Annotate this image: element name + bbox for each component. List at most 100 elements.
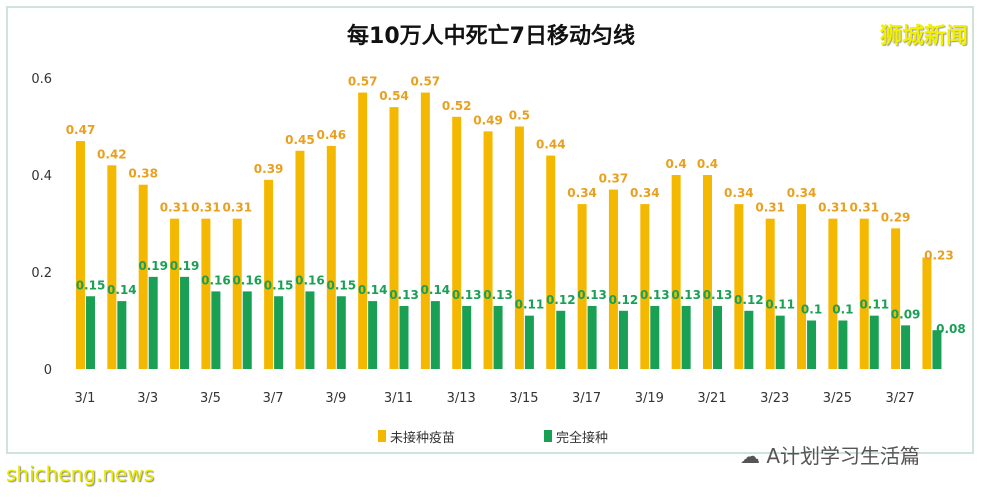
data-label: 0.15 (76, 278, 106, 292)
data-label: 0.13 (671, 288, 701, 302)
legend-swatch (378, 430, 386, 442)
bar-unvaccinated (828, 218, 838, 369)
y-tick-label: 0.2 (31, 266, 52, 281)
x-tick-label: 3/1 (75, 391, 96, 406)
brand-logo: 狮城新闻 (879, 24, 968, 49)
data-label: 0.15 (326, 278, 356, 292)
bar-fully-vaccinated (430, 301, 440, 369)
bar-unvaccinated (514, 126, 524, 369)
chart-frame (6, 6, 974, 454)
bar-fully-vaccinated (117, 301, 127, 369)
bar-unvaccinated (107, 165, 117, 369)
bar-fully-vaccinated (775, 315, 785, 369)
wechat-account: ☁ A计划学习生活篇 (740, 440, 920, 469)
data-label: 0.15 (264, 278, 294, 292)
x-tick-label: 3/7 (263, 391, 284, 406)
data-label: 0.4 (697, 157, 718, 171)
bar-fully-vaccinated (211, 291, 221, 369)
bar-fully-vaccinated (399, 305, 409, 369)
bar-unvaccinated (389, 107, 399, 369)
data-label: 0.31 (849, 201, 879, 215)
bar-unvaccinated (483, 131, 493, 369)
bar-unvaccinated (170, 218, 180, 369)
data-label: 0.14 (421, 283, 451, 297)
bar-unvaccinated (734, 204, 744, 369)
data-label: 0.09 (891, 307, 921, 321)
y-tick-label: 0 (44, 363, 52, 378)
legend-swatch (544, 430, 552, 442)
data-label: 0.13 (640, 288, 670, 302)
data-label: 0.34 (787, 186, 817, 200)
x-tick-label: 3/23 (760, 391, 789, 406)
x-tick-label: 3/15 (509, 391, 538, 406)
bar-unvaccinated (640, 204, 650, 369)
bar-unvaccinated (295, 150, 305, 369)
bar-unvaccinated (420, 92, 430, 370)
wechat-account-name: A计划学习生活篇 (766, 444, 921, 468)
bar-fully-vaccinated (180, 276, 190, 369)
data-label: 0.52 (442, 99, 472, 113)
data-label: 0.34 (567, 186, 597, 200)
x-tick-label: 3/13 (447, 391, 476, 406)
bar-fully-vaccinated (86, 296, 95, 369)
data-label: 0.31 (222, 201, 252, 215)
y-tick-label: 0.4 (31, 169, 52, 184)
bar-unvaccinated (671, 175, 681, 369)
data-label: 0.16 (232, 273, 262, 287)
bar-fully-vaccinated (556, 310, 566, 369)
x-tick-label: 3/27 (885, 391, 914, 406)
data-label: 0.4 (666, 157, 687, 171)
data-label: 0.13 (483, 288, 513, 302)
data-label: 0.1 (801, 303, 822, 317)
bar-unvaccinated (859, 218, 869, 369)
bar-unvaccinated (138, 184, 148, 369)
data-label: 0.13 (389, 288, 419, 302)
bar-fully-vaccinated (838, 320, 848, 369)
data-label: 0.31 (818, 201, 848, 215)
bar-fully-vaccinated (869, 315, 879, 369)
data-label: 0.1 (832, 303, 853, 317)
x-tick-label: 3/25 (823, 391, 852, 406)
bar-unvaccinated (358, 92, 368, 370)
data-label: 0.13 (577, 288, 607, 302)
data-label: 0.47 (66, 123, 96, 137)
bar-fully-vaccinated (462, 305, 472, 369)
x-tick-label: 3/17 (572, 391, 601, 406)
data-label: 0.57 (411, 75, 441, 89)
bar-fully-vaccinated (807, 320, 817, 369)
bar-unvaccinated (452, 116, 462, 369)
x-tick-label: 3/11 (384, 391, 413, 406)
data-label: 0.57 (348, 75, 378, 89)
watermark: shicheng.news (6, 462, 155, 486)
x-tick-label: 3/21 (697, 391, 726, 406)
bar-fully-vaccinated (336, 296, 346, 369)
data-label: 0.34 (630, 186, 660, 200)
bar-fully-vaccinated (681, 305, 691, 369)
x-tick-label: 3/5 (200, 391, 221, 406)
data-label: 0.11 (515, 298, 545, 312)
data-label: 0.54 (379, 89, 409, 103)
data-label: 0.13 (703, 288, 733, 302)
data-label: 0.19 (138, 259, 168, 273)
bar-fully-vaccinated (274, 296, 284, 369)
bar-unvaccinated (922, 257, 932, 369)
y-tick-label: 0.6 (31, 72, 52, 87)
bar-fully-vaccinated (744, 310, 754, 369)
data-label: 0.29 (881, 210, 911, 224)
data-label: 0.16 (201, 273, 231, 287)
bar-fully-vaccinated (493, 305, 503, 369)
bar-fully-vaccinated (305, 291, 315, 369)
data-label: 0.12 (734, 293, 764, 307)
data-label: 0.19 (170, 259, 200, 273)
data-label: 0.42 (97, 147, 127, 161)
bar-unvaccinated (326, 145, 336, 369)
data-label: 0.37 (599, 172, 629, 186)
bar-fully-vaccinated (650, 305, 660, 369)
data-label: 0.44 (536, 138, 566, 152)
data-label: 0.31 (755, 201, 785, 215)
data-label: 0.14 (358, 283, 388, 297)
data-label: 0.38 (128, 167, 158, 181)
wechat-icon: ☁ (740, 444, 767, 468)
bar-unvaccinated (797, 204, 807, 369)
